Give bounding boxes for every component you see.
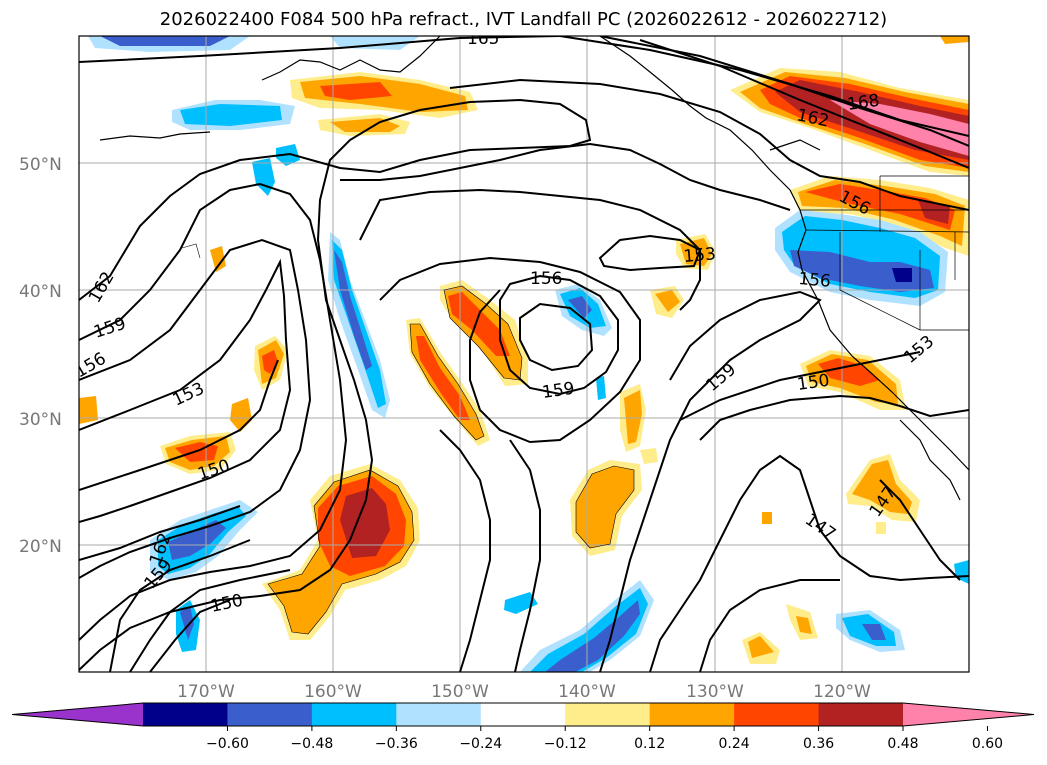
colorbar-segment [565,703,651,726]
map-plot-area: 165 168 162 156 153 156 156 162 159 156 … [79,29,969,672]
colorbar-tick-label: −0.12 [544,736,587,752]
lat-label: 40°N [19,282,62,302]
contour-label: 150 [796,371,831,395]
lat-label: 30°N [19,410,62,430]
neg-anomaly-blob [862,624,886,640]
pos-anomaly-blob [762,512,772,524]
map-frame [78,35,970,673]
neg-anomaly-blob [596,376,606,400]
map-title: 2026022400 F084 500 hPa refract., IVT La… [159,9,888,30]
pos-anomaly-blob [210,246,226,272]
pos-anomaly-blob [576,466,634,548]
lon-label: 150°W [431,682,489,702]
colorbar-segment [227,703,313,726]
neg-anomaly-blob [504,592,538,614]
neg-anomaly-blob [334,250,372,370]
pos-anomaly-blob [624,390,642,444]
colorbar-tick-label: −0.48 [290,736,333,752]
lat-label: 20°N [19,537,62,557]
colorbar-segment [734,703,820,726]
lon-label: 120°W [813,682,871,702]
colorbar-tick-label: 0.24 [719,736,750,752]
contour-label: 159 [541,379,576,403]
pos-anomaly-blob [340,488,390,558]
lon-label: 170°W [177,682,235,702]
colorbar-segment [649,703,735,726]
pos-anomaly-blob [448,292,510,356]
anomaly-contour-lines [181,243,635,635]
neg-anomaly-blob [545,600,640,672]
colorbar-tick-label: −0.24 [459,736,502,752]
colorbar-extend-high [903,703,1034,726]
lon-label: 160°W [304,682,362,702]
pos-anomaly-blob [852,460,912,514]
neg-anomaly-blob [568,296,592,318]
contour-label: 153 [683,244,717,267]
neg-anomaly-blob [100,36,230,46]
pos-anomaly-blob [818,358,880,386]
neg-anomaly-blob [168,520,226,560]
colorbar-segment [396,703,482,726]
pos-anomaly-blob [796,616,812,634]
contour-label: 156 [530,269,562,289]
lon-label: 140°W [558,682,616,702]
pos-anomaly-blob [918,200,950,224]
pos-anomaly-blob [655,290,680,312]
contour-label: 168 [846,91,881,115]
colorbar-tick-label: 0.48 [887,736,918,752]
longitude-labels: 170°W 160°W 150°W 140°W 130°W 120°W [177,682,871,702]
colorbar-segment [818,703,904,726]
height-contours [79,36,969,672]
colorbar-tick-label: 0.36 [803,736,834,752]
pos-anomaly-blob [748,636,774,658]
colorbar-tick-label: −0.36 [375,736,418,752]
neg-anomaly-blob [180,606,194,640]
colorbar-segment [480,703,566,726]
contour-label: 156 [798,269,832,292]
pos-anomaly-blob [640,448,658,464]
neg-anomaly-blob [892,268,912,282]
pos-anomaly-blob [416,336,470,420]
contour-label: 165 [467,29,499,49]
colorbar-tick-label: −0.60 [206,736,249,752]
colorbar-extend-low [12,703,143,726]
lon-label: 130°W [686,682,744,702]
state-borders [800,175,969,331]
pos-anomaly-blob [79,396,98,424]
colorbar-tick-label: 0.60 [972,736,1003,752]
colorbar-segment [311,703,397,726]
colorbar-tick-label: 0.12 [634,736,665,752]
pos-anomaly-blob [876,522,886,534]
pos-anomaly-blob [320,82,392,100]
pos-anomaly-blob [940,36,969,44]
colorbar-outline [11,702,1035,727]
colorbar-segment [143,703,228,726]
colorbar: −0.60 −0.48 −0.36 −0.24 −0.12 0.12 0.24 0.36 0.4… [11,702,1035,752]
lat-label: 50°N [19,155,62,175]
pos-anomaly-blob [830,100,969,156]
latitude-labels: 50°N 40°N 30°N 20°N [19,155,62,557]
